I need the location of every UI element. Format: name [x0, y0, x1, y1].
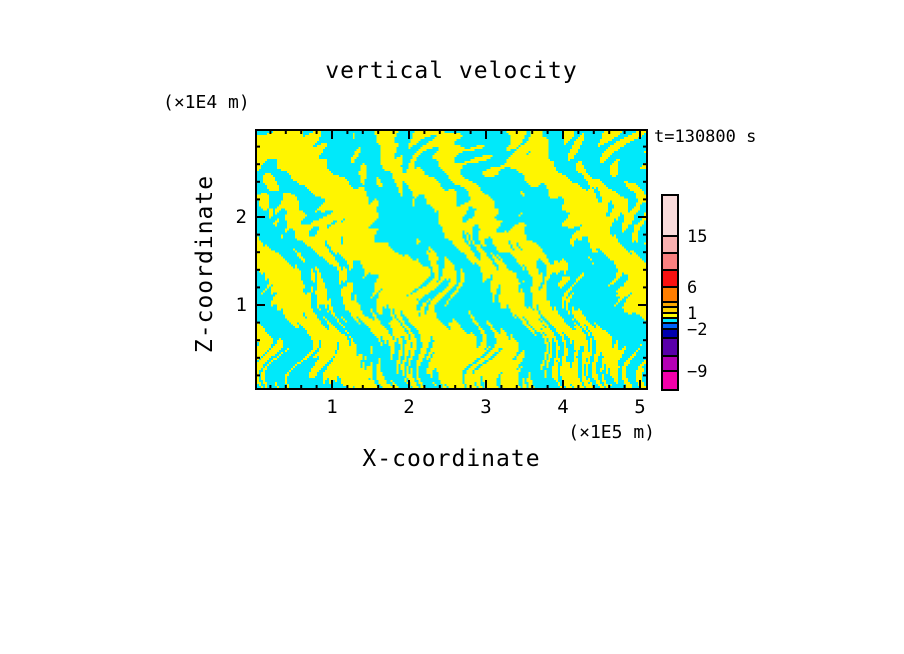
colorbar-segment	[663, 308, 677, 314]
x-axis-title: X-coordinate	[362, 446, 541, 472]
plot-border	[255, 129, 648, 390]
colorbar-segment	[663, 339, 677, 357]
z-axis-unit: (×1E4 m)	[163, 92, 250, 113]
colorbar-label: −2	[687, 320, 708, 340]
x-tick-label: 1	[326, 396, 338, 418]
z-tick-label: 1	[235, 294, 247, 316]
colorbar-segment	[663, 357, 677, 372]
z-axis-title: Z-coordinate	[192, 174, 218, 354]
colorbar-segment	[663, 330, 677, 339]
colorbar-segment	[663, 254, 677, 271]
colorbar-segment	[663, 314, 677, 319]
colorbar-label: −9	[687, 362, 708, 382]
colorbar-segment	[663, 288, 677, 303]
colorbar-segment	[663, 271, 677, 288]
x-axis-unit: (×1E5 m)	[568, 422, 655, 443]
x-tick-label: 2	[403, 396, 415, 418]
colorbar-segment	[663, 319, 677, 324]
colorbar-segment	[663, 196, 677, 237]
time-annotation: t=130800 s	[654, 127, 757, 147]
chart-title: vertical velocity	[325, 58, 578, 84]
colorbar-label: 6	[687, 278, 698, 298]
velocity-field-canvas	[255, 129, 648, 390]
colorbar-label: 15	[687, 227, 708, 247]
x-tick-label: 4	[557, 396, 569, 418]
colorbar-segment	[663, 324, 677, 330]
colorbar-segment	[663, 372, 677, 389]
z-tick-label: 2	[235, 206, 247, 228]
colorbar	[661, 194, 679, 391]
x-tick-label: 5	[634, 396, 646, 418]
colorbar-segment	[663, 237, 677, 254]
colorbar-label: 1	[687, 304, 698, 324]
x-tick-label: 3	[480, 396, 492, 418]
colorbar-segment	[663, 303, 677, 308]
